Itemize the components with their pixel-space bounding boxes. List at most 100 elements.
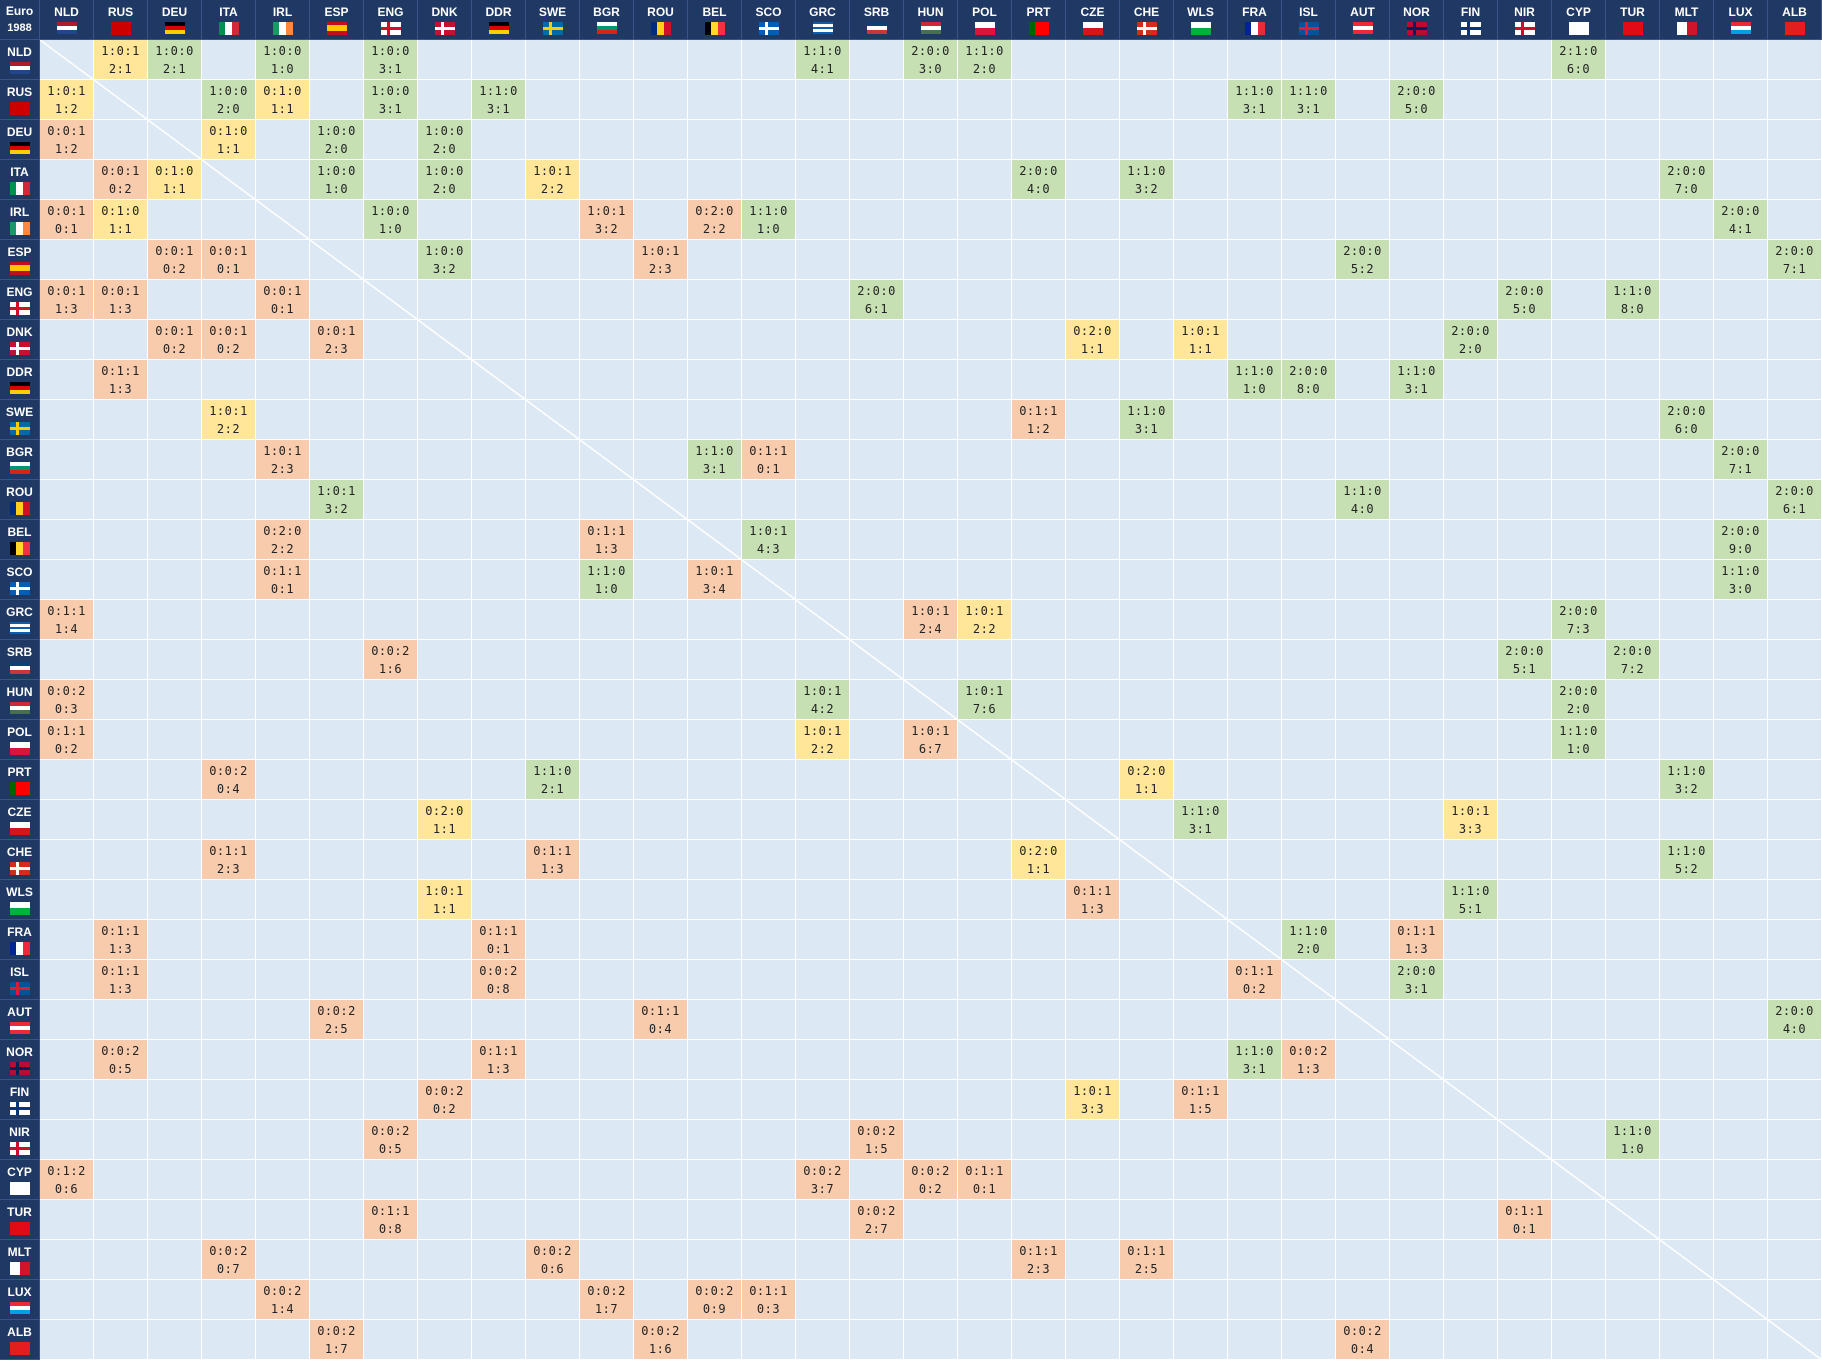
empty-cell [202, 720, 256, 760]
record: 0:1:1 [47, 723, 86, 738]
record: 1:1:0 [1559, 723, 1598, 738]
empty-cell [1606, 80, 1660, 120]
column-header: HUN [904, 0, 958, 40]
record: 2:0:0 [1451, 323, 1490, 338]
empty-cell [526, 1080, 580, 1120]
empty-cell [1174, 280, 1228, 320]
empty-cell [148, 840, 202, 880]
empty-cell [1498, 800, 1552, 840]
flag-stripe [488, 30, 509, 35]
row-header: DNK [0, 320, 40, 360]
empty-cell [1336, 640, 1390, 680]
record: 0:1:1 [1127, 1243, 1166, 1258]
empty-cell [1336, 80, 1390, 120]
record: 2:0:0 [911, 43, 950, 58]
empty-cell [1444, 1200, 1498, 1240]
empty-cell [1660, 320, 1714, 360]
column-header: TUR [1606, 0, 1660, 40]
empty-cell [1660, 1040, 1714, 1080]
flag-stripe [9, 705, 30, 711]
record: 1:0:1 [1181, 323, 1220, 338]
empty-cell [1444, 680, 1498, 720]
empty-cell [148, 280, 202, 320]
empty-cell [688, 1040, 742, 1080]
empty-cell [364, 920, 418, 960]
empty-cell [256, 720, 310, 760]
record: 1:0:1 [1451, 803, 1490, 818]
empty-cell [526, 360, 580, 400]
empty-cell [1012, 80, 1066, 120]
empty-cell [1012, 1120, 1066, 1160]
score: 1:3 [594, 541, 619, 556]
empty-cell [1606, 800, 1660, 840]
empty-cell [256, 1240, 310, 1280]
record: 2:0:0 [1721, 443, 1760, 458]
flag-stripe [9, 748, 30, 755]
empty-cell [742, 920, 796, 960]
empty-cell [202, 1160, 256, 1200]
row-code: GRC [6, 604, 33, 619]
empty-cell [526, 1320, 580, 1360]
empty-cell [94, 80, 148, 120]
record: 0:1:1 [641, 1003, 680, 1018]
result-cell: 2:0:0 3:0 [904, 40, 958, 80]
empty-cell [1768, 360, 1822, 400]
empty-cell [742, 800, 796, 840]
empty-cell [688, 1240, 742, 1280]
record: 0:0:2 [857, 1123, 896, 1138]
title: Euro [5, 3, 34, 18]
result-cell: 1:0:1 2:3 [634, 240, 688, 280]
flag-stripe [1730, 21, 1751, 26]
record: 1:0:1 [911, 723, 950, 738]
score: 6:0 [1566, 61, 1591, 76]
empty-cell [1012, 520, 1066, 560]
score: 2:4 [918, 621, 943, 636]
score: 2:3 [216, 861, 241, 876]
empty-cell [1066, 840, 1120, 880]
empty-cell [1390, 680, 1444, 720]
flag-stripe [279, 21, 286, 35]
column-code: MLT [1674, 4, 1699, 19]
empty-cell [256, 840, 310, 880]
result-cell: 1:1:0 2:1 [526, 760, 580, 800]
flag-stripe [9, 264, 30, 268]
score: 3:1 [702, 461, 727, 476]
column-header: PRT [1012, 0, 1066, 40]
empty-cell [1012, 1080, 1066, 1120]
empty-cell [1498, 1280, 1552, 1320]
row-header: FRA [0, 920, 40, 960]
empty-cell [1444, 1040, 1498, 1080]
empty-cell [1120, 640, 1174, 680]
empty-cell [1282, 280, 1336, 320]
empty-cell [634, 1160, 688, 1200]
column-header: NLD [40, 0, 94, 40]
flag-stripe [164, 21, 185, 26]
empty-cell [1174, 400, 1228, 440]
empty-cell [1282, 1080, 1336, 1120]
empty-cell [526, 920, 580, 960]
empty-cell [148, 120, 202, 160]
column-header: GRC [796, 0, 850, 40]
empty-cell [472, 200, 526, 240]
flag [110, 21, 131, 35]
flag-stripe [711, 21, 718, 35]
empty-cell [418, 320, 472, 360]
record: 1:1:0 [533, 763, 572, 778]
record: 1:0:0 [209, 83, 248, 98]
result-cell: 2:0:0 6:1 [850, 280, 904, 320]
empty-cell [796, 1320, 850, 1360]
record: 1:0:0 [317, 123, 356, 138]
empty-cell [796, 280, 850, 320]
empty-cell [1228, 160, 1282, 200]
column-code: BGR [593, 4, 620, 19]
empty-cell [1498, 520, 1552, 560]
score: 6:0 [1674, 421, 1699, 436]
empty-cell [1228, 800, 1282, 840]
score: 3:3 [1080, 1101, 1105, 1116]
flag [1784, 21, 1805, 35]
empty-cell [1606, 1080, 1660, 1120]
record: 0:0:1 [47, 203, 86, 218]
score: 0:8 [486, 981, 511, 996]
column-header: SRB [850, 0, 904, 40]
score: 2:0 [1458, 341, 1483, 356]
